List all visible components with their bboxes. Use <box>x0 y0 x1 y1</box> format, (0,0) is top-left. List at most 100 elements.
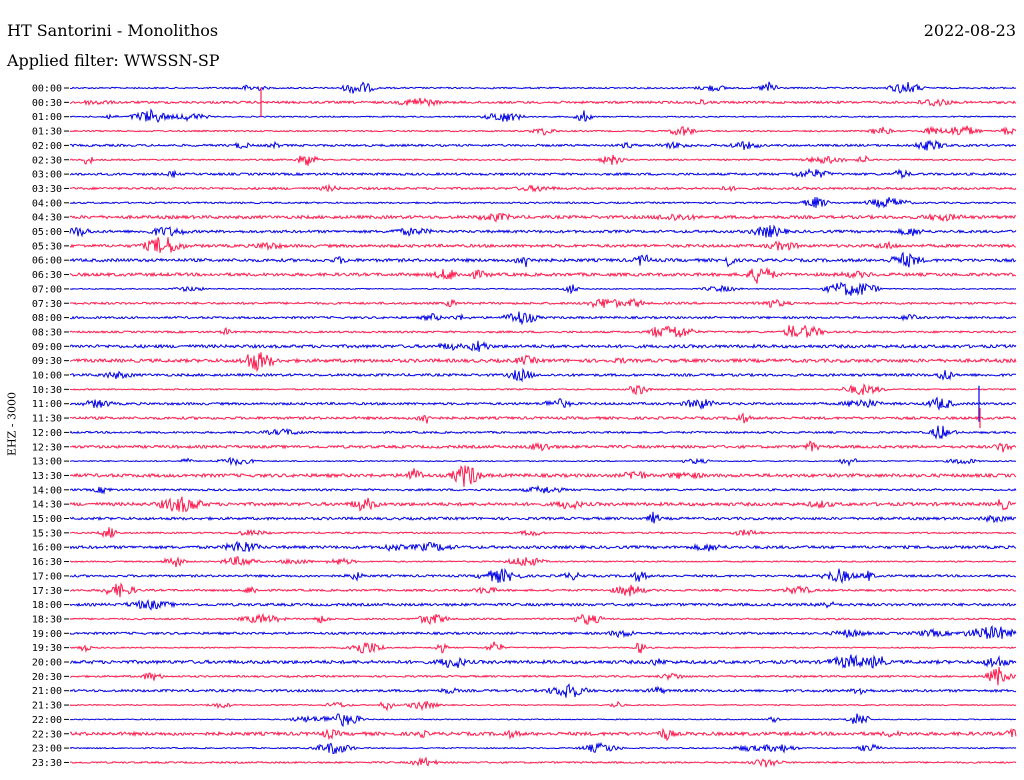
trace-line <box>69 340 1017 352</box>
time-tick-label: 01:00 <box>32 112 62 123</box>
time-tick-label: 23:00 <box>32 744 62 755</box>
trace-line <box>69 756 1017 768</box>
time-tick-label: 12:00 <box>32 428 62 439</box>
trace-line <box>69 251 1017 268</box>
trace-line <box>69 237 1017 253</box>
time-tick-label: 20:00 <box>32 658 62 669</box>
time-tick-label: 22:00 <box>32 715 62 726</box>
trace-line <box>69 281 1017 297</box>
time-tick-label: 02:00 <box>32 141 62 152</box>
time-tick-label: 18:00 <box>32 600 62 611</box>
trace-line <box>69 582 1017 598</box>
time-tick-label: 00:00 <box>32 84 62 95</box>
time-tick-label: 05:30 <box>32 241 62 252</box>
trace-line <box>69 527 1017 539</box>
trace-line <box>69 713 1017 727</box>
time-tick-label: 16:00 <box>32 543 62 554</box>
time-tick-label: 03:00 <box>32 170 62 181</box>
trace-line <box>69 666 1017 686</box>
trace-line <box>69 311 1017 326</box>
time-tick-label: 15:00 <box>32 514 62 525</box>
trace-line <box>69 297 1017 309</box>
time-tick-label: 08:30 <box>32 327 62 338</box>
time-tick-label: 13:00 <box>32 457 62 468</box>
time-tick-label: 04:30 <box>32 213 62 224</box>
trace-line <box>69 183 1017 193</box>
time-tick-label: 17:30 <box>32 586 62 597</box>
trace-line <box>69 484 1017 495</box>
time-tick-label: 20:30 <box>32 672 62 683</box>
time-tick-label: 13:30 <box>32 471 62 482</box>
trace-line <box>69 567 1017 585</box>
trace-line <box>69 108 1017 124</box>
trace-line <box>69 598 1017 611</box>
trace-line <box>69 496 1017 513</box>
time-tick-label: 09:00 <box>32 342 62 353</box>
station-title: HT Santorini - Monolithos <box>7 21 219 40</box>
trace-line <box>69 396 1017 411</box>
trace-line <box>69 97 1017 108</box>
time-tick-label: 12:30 <box>32 442 62 453</box>
trace-line <box>69 425 1017 440</box>
trace-line <box>69 154 1017 166</box>
trace-line <box>69 324 1017 338</box>
time-tick-label: 14:30 <box>32 500 62 511</box>
time-tick-label: 16:30 <box>32 557 62 568</box>
channel-label: EHZ - 3000 <box>5 392 19 456</box>
trace-line <box>69 197 1017 209</box>
trace-line <box>69 81 1017 94</box>
trace-line <box>69 212 1017 223</box>
trace-line <box>69 167 1017 180</box>
trace-line <box>69 224 1017 238</box>
trace-line <box>69 125 1017 136</box>
trace-line <box>69 511 1017 524</box>
trace-line <box>69 612 1017 626</box>
time-tick-label: 11:00 <box>32 399 62 410</box>
trace-line <box>69 382 1017 396</box>
time-tick-label: 06:30 <box>32 270 62 281</box>
trace-line <box>69 465 1017 488</box>
time-tick-label: 08:00 <box>32 313 62 324</box>
trace-line <box>69 266 1017 284</box>
time-tick-label: 00:30 <box>32 98 62 109</box>
time-tick-label: 01:30 <box>32 127 62 138</box>
trace-line <box>69 700 1017 712</box>
trace-line <box>69 625 1017 639</box>
time-tick-label: 21:30 <box>32 701 62 712</box>
time-tick-label: 07:00 <box>32 284 62 295</box>
time-tick-label: 19:30 <box>32 643 62 654</box>
trace-line <box>69 641 1017 654</box>
time-tick-label: 10:00 <box>32 371 62 382</box>
date-label: 2022-08-23 <box>923 21 1016 40</box>
time-tick-label: 05:00 <box>32 227 62 238</box>
time-tick-label: 23:30 <box>32 758 62 769</box>
time-tick-label: 22:30 <box>32 729 62 740</box>
filter-label: Applied filter: WWSSN-SP <box>7 51 220 70</box>
trace-line <box>69 456 1017 467</box>
trace-line <box>69 556 1017 568</box>
time-tick-label: 21:00 <box>32 686 62 697</box>
trace-line <box>69 440 1017 453</box>
time-tick-label: 06:00 <box>32 256 62 267</box>
time-tick-label: 15:30 <box>32 528 62 539</box>
time-tick-label: 10:30 <box>32 385 62 396</box>
trace-line <box>69 741 1017 754</box>
time-tick-label: 09:30 <box>32 356 62 367</box>
trace-line <box>69 654 1017 669</box>
trace-line <box>69 139 1017 151</box>
trace-line <box>69 352 1017 373</box>
time-tick-label: 17:00 <box>32 571 62 582</box>
time-tick-label: 04:00 <box>32 198 62 209</box>
trace-line <box>69 683 1017 698</box>
time-tick-label: 14:00 <box>32 485 62 496</box>
time-tick-label: 03:30 <box>32 184 62 195</box>
time-tick-label: 02:30 <box>32 155 62 166</box>
trace-line <box>69 367 1017 383</box>
trace-line <box>69 412 1017 424</box>
time-tick-label: 07:30 <box>32 299 62 310</box>
trace-line <box>69 540 1017 552</box>
trace-line <box>69 727 1017 742</box>
time-tick-label: 19:00 <box>32 629 62 640</box>
time-tick-label: 11:30 <box>32 414 62 425</box>
